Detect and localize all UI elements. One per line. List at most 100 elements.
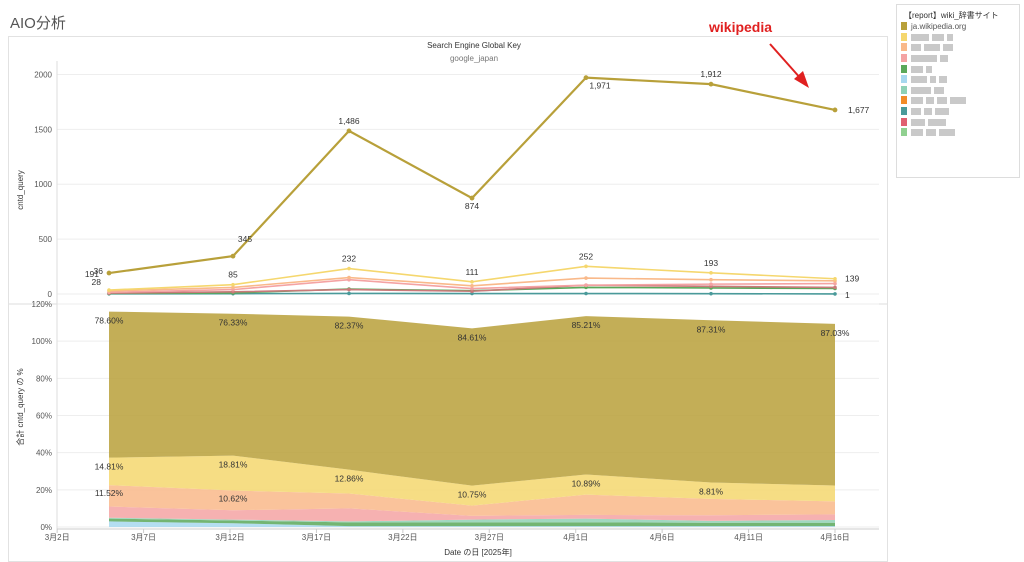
redacted-label-block xyxy=(924,44,940,52)
redacted-label-block xyxy=(926,129,936,137)
line-y-tick-label: 0 xyxy=(48,290,53,299)
area-data-label: 85.21% xyxy=(572,320,601,330)
redacted-label-block xyxy=(926,65,932,73)
line-point xyxy=(470,286,474,291)
legend-item[interactable] xyxy=(897,32,1019,43)
chart-subtitle: google_japan xyxy=(450,54,498,63)
line-point xyxy=(347,275,351,280)
redacted-label-block xyxy=(947,33,953,41)
legend-swatch xyxy=(901,32,907,41)
redacted-label-block xyxy=(950,97,966,105)
line-data-label: 28 xyxy=(92,277,102,287)
area-x-tick-label: 3月12日 xyxy=(215,533,244,542)
area-data-label: 82.37% xyxy=(335,321,364,331)
legend-item[interactable] xyxy=(897,63,1019,74)
line-data-label: 1,486 xyxy=(338,116,360,126)
line-data-label: 36 xyxy=(94,266,104,276)
area-data-label: 87.03% xyxy=(821,328,850,338)
line-point xyxy=(584,291,588,296)
legend-swatch xyxy=(901,64,907,73)
legend-swatch xyxy=(901,54,907,63)
legend-item[interactable] xyxy=(897,74,1019,85)
line-point xyxy=(347,287,351,292)
legend-label xyxy=(911,32,956,41)
redacted-label-block xyxy=(911,118,925,126)
area-x-tick-label: 4月11日 xyxy=(734,533,763,542)
line-data-label: 1,677 xyxy=(848,105,870,115)
area-band xyxy=(109,455,835,506)
legend-label xyxy=(911,128,958,137)
legend-item[interactable] xyxy=(897,116,1019,127)
legend-swatch xyxy=(901,107,907,116)
line-point xyxy=(231,282,235,287)
area-y-tick-label: 100% xyxy=(32,337,52,346)
redacted-label-block xyxy=(935,107,949,115)
area-y-tick-label: 0% xyxy=(40,523,52,532)
legend-label xyxy=(911,85,947,94)
area-data-label: 10.75% xyxy=(458,490,487,500)
redacted-label-block xyxy=(911,33,929,41)
line-data-label: 191 xyxy=(85,269,99,279)
legend-label xyxy=(911,43,956,52)
redacted-label-block xyxy=(934,86,944,94)
line-data-label: 252 xyxy=(579,251,593,261)
line-point xyxy=(708,81,714,87)
area-data-label: 11.52% xyxy=(95,488,124,498)
line-point xyxy=(833,276,837,281)
chart-panel: Search Engine Global Key google_japan cn… xyxy=(8,36,888,562)
line-data-label: 232 xyxy=(342,254,356,264)
redacted-label-block xyxy=(939,129,955,137)
line-point xyxy=(709,282,713,286)
line-point xyxy=(832,107,838,113)
line-point xyxy=(230,253,236,259)
legend-item[interactable] xyxy=(897,53,1019,64)
area-data-label: 14.81% xyxy=(95,462,124,472)
line-point xyxy=(833,285,837,290)
legend-label: ja.wikipedia.org xyxy=(911,21,967,31)
line-y-tick-label: 1000 xyxy=(34,180,52,189)
area-chart: 合計 cntd_query の % Date の日 [2025年] 0% 20% 4… xyxy=(15,300,879,557)
line-point xyxy=(584,276,588,280)
redacted-label-block xyxy=(911,107,921,115)
line-point xyxy=(106,270,112,276)
redacted-label-block xyxy=(939,76,947,84)
legend-item[interactable] xyxy=(897,42,1019,53)
legend-swatch xyxy=(901,43,907,52)
area-y-tick-label: 60% xyxy=(36,412,52,421)
legend-item[interactable] xyxy=(897,127,1019,138)
line-point xyxy=(833,292,837,296)
legend-swatch xyxy=(901,85,907,94)
line-point xyxy=(470,289,474,294)
area-x-tick-label: 4月16日 xyxy=(820,533,849,542)
area-y-tick-label: 40% xyxy=(36,449,52,458)
redacted-label-block xyxy=(943,44,953,52)
area-data-label: 10.89% xyxy=(572,478,601,488)
legend-item[interactable]: ja.wikipedia.org xyxy=(897,21,1019,32)
line-point xyxy=(347,266,351,271)
area-band xyxy=(109,311,835,486)
area-band xyxy=(109,485,835,516)
area-band xyxy=(109,521,835,527)
legend-title: 【report】wiki_辞書サイト xyxy=(904,11,999,20)
line-y-tick-label: 2000 xyxy=(34,70,52,79)
area-x-tick-label: 3月22日 xyxy=(388,533,417,542)
legend-item[interactable] xyxy=(897,95,1019,106)
line-point xyxy=(469,195,475,201)
legend-swatch xyxy=(901,75,907,84)
redacted-label-block xyxy=(911,86,931,94)
legend-item[interactable] xyxy=(897,106,1019,117)
line-point xyxy=(470,283,474,288)
annotation-arrow-shaft xyxy=(769,43,803,81)
redacted-label-block xyxy=(928,118,946,126)
redacted-label-block xyxy=(911,65,923,73)
area-data-label: 76.33% xyxy=(219,318,248,328)
area-data-label: 12.86% xyxy=(335,474,364,484)
line-chart: Search Engine Global Key google_japan cn… xyxy=(9,41,887,305)
legend-item[interactable] xyxy=(897,85,1019,96)
line-data-label: 1 xyxy=(845,290,850,300)
line-point xyxy=(709,271,713,275)
line-y-axis-label: cntd_query xyxy=(16,170,25,210)
line-point xyxy=(231,285,235,290)
area-data-label: 8.81% xyxy=(699,487,724,497)
